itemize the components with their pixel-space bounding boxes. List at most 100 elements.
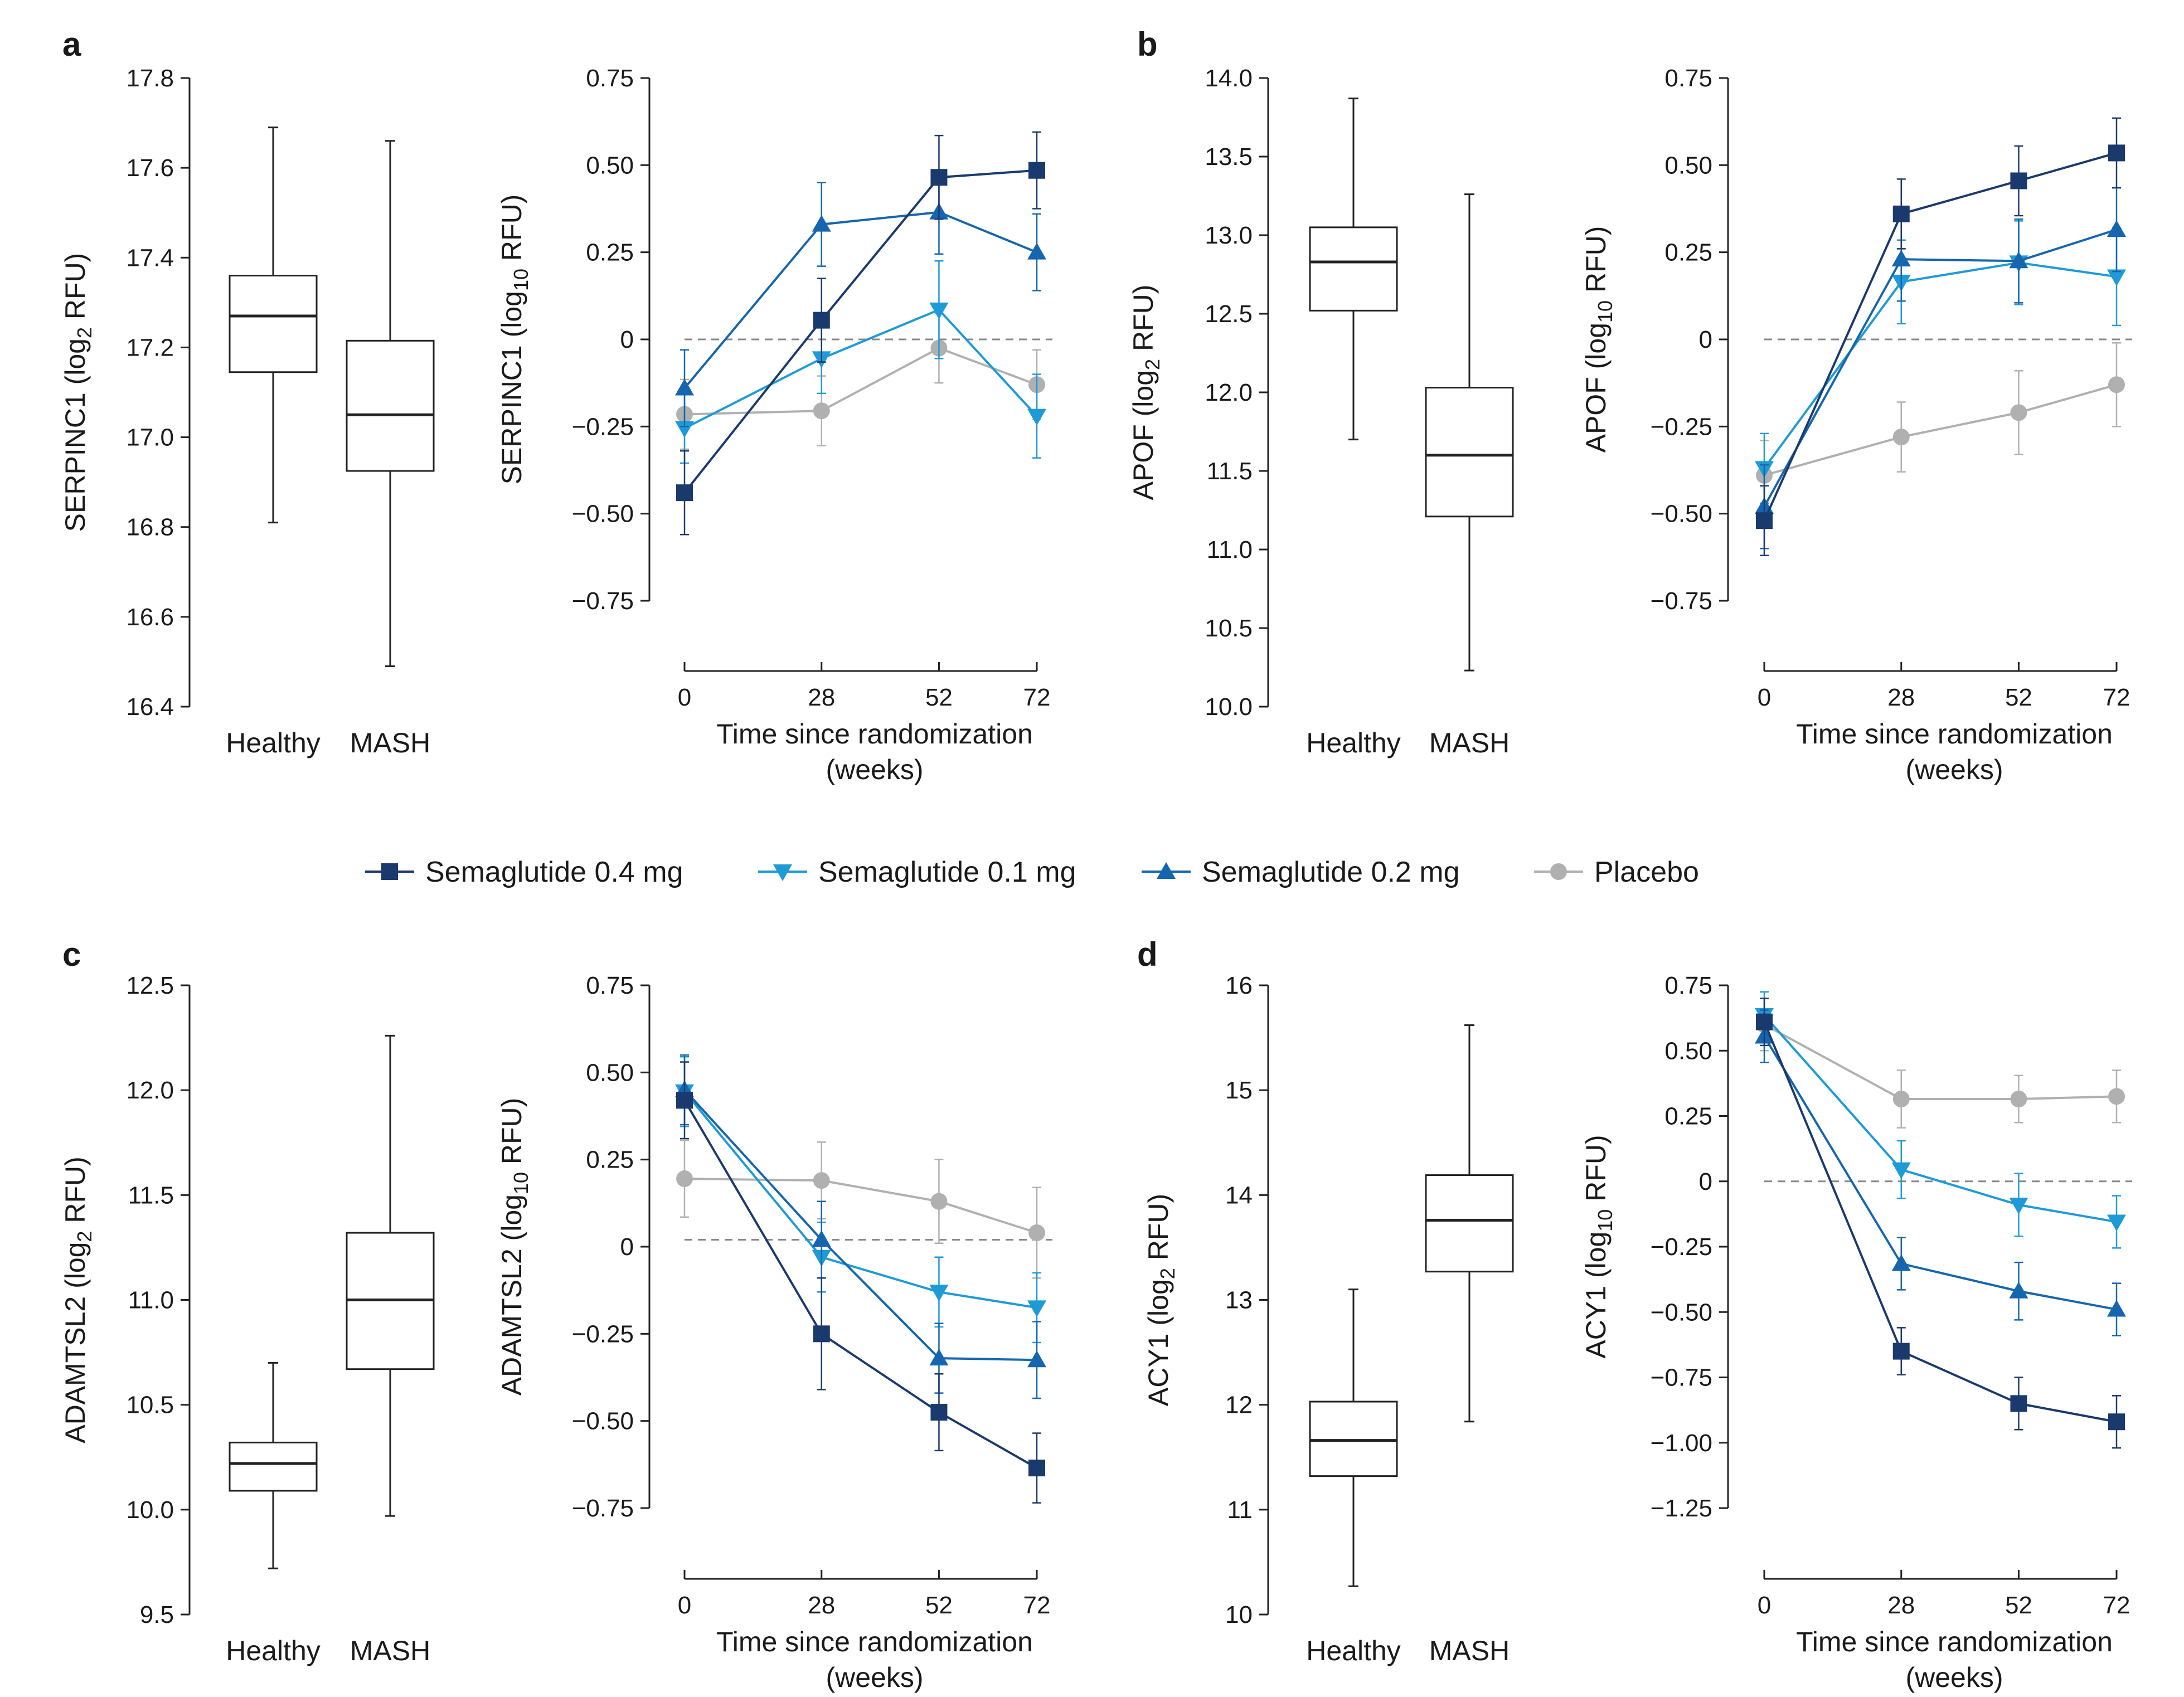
data-point <box>2009 251 2028 269</box>
data-point <box>1891 1254 1911 1271</box>
legend-item: Semaglutide 0.1 mg <box>758 856 1076 888</box>
line-x-axis-title: Time since randomization <box>1796 718 2113 750</box>
line-plot: −0.75 −0.50 −0.25 0 0.25 0.50 0.75 SERPINC1 (lo… <box>496 65 1052 785</box>
line-y-tick-label: 0.50 <box>586 1059 634 1086</box>
legend-item: Placebo <box>1534 856 1699 888</box>
box-y-tick-label: 16.4 <box>126 693 174 721</box>
box-y-tick-label: 17.4 <box>126 244 174 271</box>
series-line <box>684 308 1038 430</box>
data-point <box>812 215 831 232</box>
box-mash <box>346 1034 435 1517</box>
legend-item: Semaglutide 0.4 mg <box>365 856 683 888</box>
data-point <box>2108 376 2125 393</box>
series-line <box>683 211 1037 389</box>
box-y-tick-label: 13.0 <box>1205 222 1253 249</box>
line-plot: −1.25 −1.00 −0.75 −0.50 −0.25 0 0.25 0.50 0.75 AC… <box>1580 972 2132 1693</box>
line-x-tick-label: 52 <box>925 684 953 711</box>
box-y-tick-label: 10.0 <box>1205 693 1253 721</box>
line-x-tick-label: 28 <box>1887 1592 1915 1619</box>
line-x-tick-label: 28 <box>808 1592 835 1619</box>
line-y-tick-label: −0.25 <box>1651 1233 1712 1261</box>
iqr-box <box>1309 226 1398 312</box>
box-y-axis-title: SERPINC1 (log2 RFU) <box>60 253 96 532</box>
data-point <box>929 1349 949 1366</box>
box-y-tick-label: 14.0 <box>1205 65 1253 92</box>
box-y-tick-label: 10.0 <box>126 1496 174 1524</box>
line-x-tick-label: 0 <box>1758 684 1771 711</box>
data-point <box>2010 1091 2027 1108</box>
data-point <box>1028 1460 1045 1477</box>
line-x-tick-label: 72 <box>1023 1592 1051 1619</box>
data-point <box>813 1172 830 1189</box>
line-x-tick-label: 72 <box>2103 1592 2130 1619</box>
line-plot: −0.75 −0.50 −0.25 0 0.25 0.50 0.75 APOF (log10 … <box>1580 65 2132 785</box>
data-point <box>1756 1013 1773 1030</box>
legend-marker <box>1550 863 1567 880</box>
line-y-tick-label: 0.50 <box>1664 152 1712 179</box>
line-y-tick-label: 0 <box>620 326 634 353</box>
box-y-tick-label: 10.5 <box>126 1392 174 1419</box>
legend-marker <box>1157 862 1176 879</box>
line-y-tick-label: 0 <box>1699 326 1712 353</box>
line-x-tick-label: 0 <box>678 684 691 711</box>
box-mash <box>1425 193 1514 672</box>
line-x-tick-label: 52 <box>2005 1592 2032 1619</box>
box-y-tick-label: 17.2 <box>126 334 174 361</box>
iqr-box <box>229 1441 318 1492</box>
line-x-axis-title-units: (weeks) <box>1905 754 2003 785</box>
data-point <box>2108 1088 2125 1105</box>
data-point <box>676 1170 693 1188</box>
box-y-tick-label: 12.5 <box>1205 300 1253 328</box>
line-y-axis-title: ACY1 (log10 RFU) <box>1580 1135 1617 1358</box>
data-point <box>930 1193 948 1210</box>
box-y-tick-label: 11.5 <box>1207 458 1253 485</box>
panel-letter: a <box>62 26 81 63</box>
line-x-tick-label: 28 <box>808 684 835 711</box>
box-category-label: MASH <box>350 727 430 758</box>
series-line <box>683 169 1037 494</box>
box-y-tick-label: 10.5 <box>1205 615 1253 642</box>
box-mash <box>346 140 435 667</box>
line-y-tick-label: 0.25 <box>1664 239 1712 266</box>
panel-letter: c <box>62 936 81 973</box>
legend-label: Placebo <box>1594 856 1699 888</box>
line-x-tick-label: 52 <box>2005 684 2032 711</box>
data-point <box>2107 1214 2126 1232</box>
panel-b: b 10.0 10.5 11.0 11.5 12.0 12.5 13.0 13.5 14.0 APO… <box>1128 26 2132 785</box>
data-point <box>1892 205 1910 222</box>
box-category-label: MASH <box>350 1635 430 1666</box>
line-y-tick-label: 0.75 <box>586 65 634 92</box>
data-point <box>929 1285 949 1302</box>
series-line <box>684 347 1037 416</box>
line-x-axis-title: Time since randomization <box>716 1626 1033 1657</box>
data-point <box>2009 1197 2028 1214</box>
data-point <box>2010 172 2027 189</box>
box-y-tick-label: 14 <box>1225 1181 1253 1209</box>
data-point <box>930 1404 948 1421</box>
box-plot: 10.0 10.5 11.0 11.5 12.0 12.5 13.0 13.5 14.0 APOF… <box>1128 65 1514 758</box>
line-y-tick-label: 0.75 <box>1664 65 1712 92</box>
data-point <box>2107 1300 2126 1317</box>
box-category-label: Healthy <box>1306 727 1401 758</box>
box-category-label: MASH <box>1429 1635 1510 1666</box>
series-semaglutide-0-4-mg <box>1756 117 2125 556</box>
series-line <box>1763 1021 2117 1423</box>
line-x-axis-title: Time since randomization <box>716 718 1033 750</box>
box-healthy <box>1309 1288 1398 1587</box>
box-y-tick-label: 13.5 <box>1205 143 1253 171</box>
panel-letter: b <box>1137 26 1158 63</box>
box-plot: 16.4 16.6 16.8 17.0 17.2 17.4 17.6 17.8 SERPINC1… <box>60 65 435 758</box>
iqr-box <box>346 339 435 472</box>
legend-marker <box>773 864 792 881</box>
series-line <box>684 1178 1037 1234</box>
panel-a: a 16.4 16.6 16.8 17.0 17.2 17.4 17.6 17.8 SERPINC… <box>60 26 1052 785</box>
line-y-axis-title: APOF (log10 RFU) <box>1580 226 1617 453</box>
line-y-tick-label: −0.50 <box>1651 500 1712 528</box>
line-x-axis-title-units: (weeks) <box>826 1662 923 1693</box>
series-line <box>1763 152 2117 521</box>
box-y-axis-title: ACY1 (log2 RFU) <box>1143 1194 1179 1406</box>
box-y-axis-title: APOF (log2 RFU) <box>1128 285 1164 500</box>
data-point <box>1027 242 1046 260</box>
data-point <box>1892 1343 1910 1360</box>
data-point <box>1891 250 1911 267</box>
